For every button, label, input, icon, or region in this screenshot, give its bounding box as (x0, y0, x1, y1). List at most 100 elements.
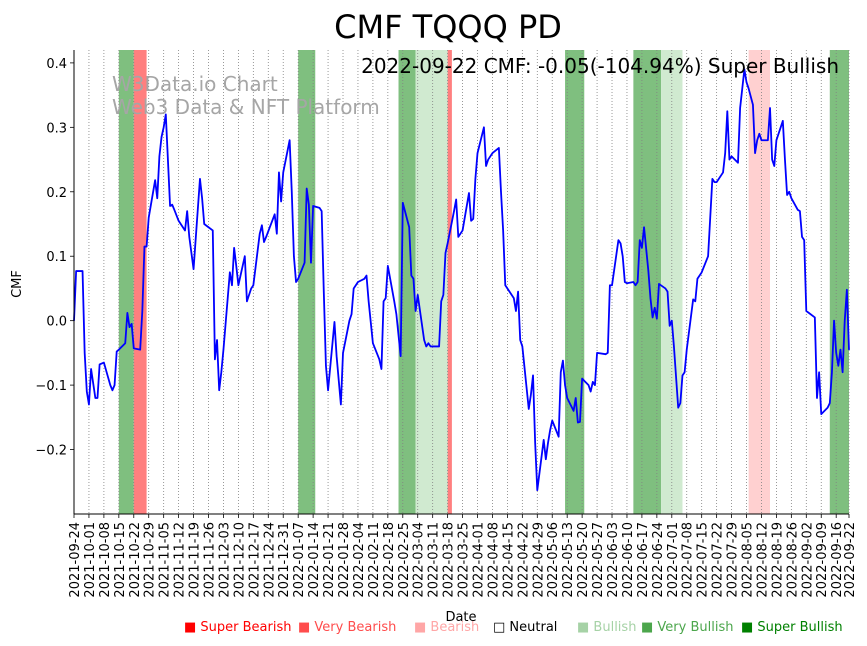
data-point-20 (133, 347, 135, 349)
data-point-117 (440, 300, 442, 302)
data-point-179 (637, 281, 639, 283)
data-point-97 (378, 358, 380, 360)
data-point-219 (752, 104, 754, 106)
data-point-24 (145, 245, 148, 248)
x-tick-label-18: 2022-01-28 (337, 522, 352, 598)
y-tick-label-2: 0.0 (46, 315, 67, 330)
x-tick-label-14: 2021-12-31 (277, 522, 292, 598)
data-point-248 (837, 365, 839, 367)
data-point-223 (760, 139, 763, 141)
data-point-101 (387, 265, 389, 267)
data-point-203 (707, 255, 709, 257)
data-point-151 (549, 429, 551, 431)
legend-label: Bullish (593, 620, 637, 635)
data-point-113 (427, 342, 430, 344)
data-point-189 (664, 287, 666, 290)
data-point-92 (357, 281, 359, 283)
y-tick-label-6: 0.4 (46, 57, 67, 72)
data-point-42 (203, 223, 205, 225)
data-point-180 (639, 239, 641, 241)
data-point-109 (415, 310, 417, 312)
x-tick-label-38: 2022-06-17 (636, 522, 651, 598)
data-point-112 (425, 345, 427, 348)
data-point-138 (513, 297, 515, 299)
data-point-244 (829, 402, 831, 404)
data-point-204 (709, 216, 711, 219)
data-point-242 (820, 413, 822, 415)
x-tick-label-33: 2022-05-13 (561, 522, 576, 598)
data-point-152 (551, 419, 553, 422)
data-point-86 (340, 403, 342, 406)
legend-marker: ■ (298, 620, 315, 635)
data-point-62 (263, 241, 265, 243)
x-tick-label-23: 2022-03-04 (412, 522, 427, 598)
data-point-35 (178, 220, 180, 222)
data-point-10 (103, 361, 105, 364)
data-point-114 (429, 345, 432, 348)
x-tick-label-51: 2022-09-16 (830, 522, 845, 598)
legend-label: Super Bearish (200, 620, 292, 635)
data-point-194 (677, 407, 679, 409)
data-point-249 (839, 349, 842, 351)
x-tick-label-36: 2022-06-03 (606, 522, 621, 598)
x-tick-label-45: 2022-08-05 (741, 522, 756, 598)
data-point-47 (218, 389, 220, 391)
data-point-90 (353, 287, 355, 290)
data-point-78 (312, 205, 314, 207)
data-point-69 (289, 139, 291, 141)
data-point-125 (468, 192, 470, 194)
x-tick-label-22: 2022-02-25 (397, 522, 412, 598)
data-point-18 (128, 326, 131, 328)
data-point-218 (748, 88, 750, 90)
x-tick-label-1: 2021-10-01 (83, 522, 98, 598)
data-point-14 (116, 351, 118, 353)
data-point-201 (696, 278, 699, 280)
data-point-136 (502, 229, 504, 232)
band-11 (829, 50, 849, 514)
band-1 (133, 50, 147, 514)
data-point-215 (741, 88, 743, 90)
data-point-120 (447, 242, 449, 244)
data-point-154 (560, 371, 562, 373)
data-point-71 (293, 255, 295, 257)
data-point-122 (455, 198, 457, 201)
x-tick-label-50: 2022-09-09 (815, 522, 830, 598)
data-point-34 (173, 209, 175, 211)
legend-marker: ■ (741, 620, 758, 635)
x-tick-label-40: 2022-07-01 (666, 522, 681, 598)
x-tick-label-5: 2021-10-29 (143, 522, 158, 598)
data-point-119 (444, 252, 447, 254)
x-tick-label-10: 2021-12-03 (217, 522, 232, 598)
data-point-191 (669, 325, 671, 327)
data-point-198 (686, 349, 688, 351)
data-point-172 (617, 239, 620, 241)
data-point-33 (171, 204, 173, 206)
data-point-52 (233, 247, 235, 249)
data-point-225 (769, 107, 771, 109)
data-point-186 (654, 307, 656, 309)
data-point-59 (252, 284, 254, 286)
data-point-221 (756, 139, 758, 141)
x-tick-label-31: 2022-04-29 (531, 522, 546, 598)
x-tick-label-11: 2021-12-10 (232, 522, 247, 598)
data-point-190 (666, 291, 669, 293)
y-axis-label: CMF (10, 270, 25, 298)
data-point-230 (784, 158, 786, 161)
band-7 (565, 50, 585, 514)
legend-item-super-bullish: ■ Super Bullish (741, 620, 843, 635)
data-point-206 (713, 181, 716, 183)
data-point-123 (457, 236, 459, 238)
vertical-gridlines (73, 50, 850, 514)
data-point-39 (192, 268, 195, 270)
data-point-250 (842, 371, 844, 373)
data-point-84 (333, 321, 336, 323)
x-tick-label-19: 2022-02-04 (352, 522, 367, 598)
data-point-134 (498, 147, 500, 149)
data-point-187 (656, 318, 658, 320)
data-point-205 (711, 178, 713, 180)
x-tick-label-26: 2022-03-25 (457, 522, 472, 598)
x-tick-label-44: 2022-07-29 (726, 522, 741, 598)
data-point-17 (126, 312, 128, 314)
data-point-72 (295, 281, 297, 283)
